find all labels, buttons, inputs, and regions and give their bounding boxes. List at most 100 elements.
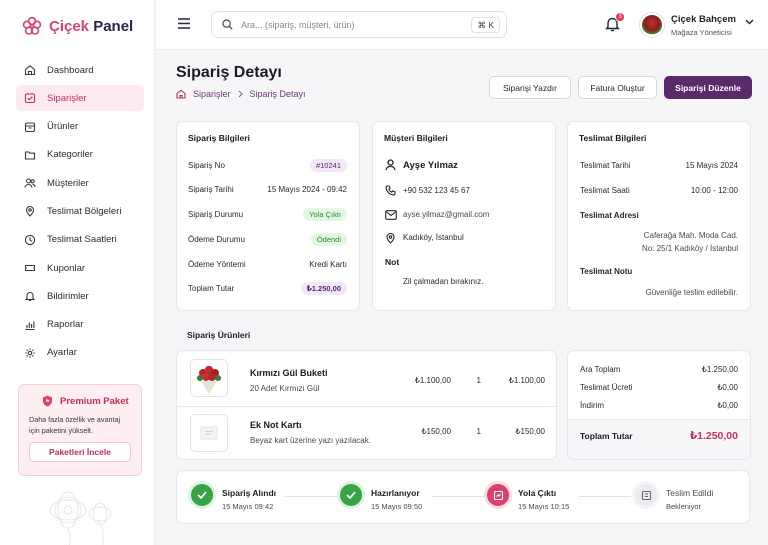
product-image-card bbox=[190, 414, 228, 452]
payment-method-label: Ödeme Yöntemi bbox=[188, 260, 246, 269]
product-quantity: 1 bbox=[476, 376, 481, 385]
user-name[interactable]: Çiçek Bahçem bbox=[671, 14, 736, 25]
payment-status-badge: Ödendi bbox=[310, 233, 347, 246]
sidebar-item-categories[interactable]: Kategoriler bbox=[16, 142, 144, 168]
payment-method-value: Kredi Kartı bbox=[309, 260, 347, 269]
sidebar-item-orders[interactable]: Siparişler bbox=[16, 85, 144, 112]
brand-name-part2: Panel bbox=[89, 17, 134, 35]
delivery-address-line2: No: 25/1 Kadıköy / İstanbul bbox=[641, 244, 738, 253]
search-bar[interactable]: ⌘ K bbox=[211, 11, 507, 38]
timeline-connector bbox=[285, 496, 337, 497]
sidebar-item-label: Kuponlar bbox=[47, 262, 86, 274]
view-packages-button[interactable]: Paketleri İncele bbox=[29, 442, 131, 462]
hamburger-menu-icon[interactable] bbox=[178, 18, 190, 29]
print-order-button[interactable]: Siparişi Yazdır bbox=[489, 76, 571, 99]
home-icon[interactable] bbox=[176, 89, 186, 99]
step-title: Hazırlanıyor bbox=[371, 488, 420, 498]
shipping-fee-label: Teslimat Ücreti bbox=[580, 383, 633, 392]
order-date-value: 15 Mayıs 2024 - 09:42 bbox=[267, 185, 347, 194]
map-pin-icon bbox=[386, 232, 395, 244]
delivery-time-label: Teslimat Saati bbox=[580, 186, 630, 195]
sidebar-item-customers[interactable]: Müşteriler bbox=[16, 170, 144, 196]
sidebar-item-products[interactable]: Ürünler bbox=[16, 114, 144, 140]
product-line-total: ₺150,00 bbox=[515, 427, 545, 436]
order-status-label: Sipariş Durumu bbox=[188, 210, 244, 219]
check-icon bbox=[191, 484, 213, 506]
check-icon bbox=[340, 484, 362, 506]
brand-logo[interactable]: Çiçek Panel bbox=[22, 16, 133, 36]
step-time: 15 Mayıs 09:42 bbox=[222, 502, 274, 511]
edit-order-button[interactable]: Siparişi Düzenle bbox=[664, 76, 752, 99]
step-time: 15 Mayıs 09:50 bbox=[371, 502, 423, 511]
step-title: Teslim Edildi bbox=[666, 488, 714, 498]
sidebar-item-label: Bildirimler bbox=[47, 290, 89, 302]
breadcrumb-link-orders[interactable]: Siparişler bbox=[193, 89, 231, 99]
brand-name: Çiçek Panel bbox=[49, 18, 133, 35]
sidebar-item-label: Dashboard bbox=[47, 64, 94, 76]
map-pin-icon bbox=[25, 206, 35, 218]
sidebar-item-label: Müşteriler bbox=[47, 177, 89, 189]
package-icon bbox=[635, 484, 657, 506]
rose-bouquet-image bbox=[197, 365, 221, 394]
sidebar: Çiçek Panel Dashboard Siparişler Ürünler… bbox=[0, 0, 155, 545]
breadcrumb: Siparişler Sipariş Detayı bbox=[176, 89, 306, 99]
search-input[interactable] bbox=[241, 19, 461, 30]
table-row[interactable]: Ek Not Kartı Beyaz kart üzerine yazı yaz… bbox=[177, 406, 559, 461]
sidebar-item-settings[interactable]: Ayarlar bbox=[16, 340, 144, 366]
delivery-note: Güvenliğe teslim edilebilir. bbox=[645, 288, 739, 297]
page-title: Sipariş Detayı bbox=[176, 64, 282, 81]
sidebar-item-label: Siparişler bbox=[47, 92, 87, 104]
sidebar-item-delivery-hours[interactable]: Teslimat Saatleri bbox=[16, 227, 144, 253]
users-icon bbox=[24, 178, 36, 188]
step-time: 15 Mayıs 10:15 bbox=[518, 502, 570, 511]
search-icon bbox=[222, 19, 233, 30]
shipping-fee-value: ₺0,00 bbox=[717, 383, 738, 392]
sidebar-item-delivery-zones[interactable]: Teslimat Bölgeleri bbox=[16, 198, 144, 224]
row-divider bbox=[177, 406, 558, 407]
customer-email[interactable]: ayse.yilmaz@gmail.com bbox=[403, 210, 490, 219]
sidebar-item-reports[interactable]: Raporlar bbox=[16, 312, 144, 338]
step-title: Sipariş Alındı bbox=[222, 488, 277, 498]
product-line-total: ₺1.100,00 bbox=[508, 376, 545, 385]
customer-name: Ayşe Yılmaz bbox=[403, 160, 458, 171]
flower-logo-icon bbox=[22, 16, 42, 35]
step-title: Yola Çıktı bbox=[518, 488, 557, 498]
sidebar-item-dashboard[interactable]: Dashboard bbox=[16, 57, 144, 83]
orders-icon bbox=[24, 93, 36, 104]
avatar[interactable] bbox=[640, 13, 664, 37]
brand-name-part1: Çiçek bbox=[49, 17, 90, 35]
customer-phone[interactable]: +90 532 123 45 67 bbox=[403, 186, 470, 195]
create-invoice-button[interactable]: Fatura Oluştur bbox=[578, 76, 657, 99]
chart-icon bbox=[25, 321, 35, 330]
total-amount-label: Toplam Tutar bbox=[188, 284, 235, 293]
decorative-flower-illustration bbox=[49, 491, 112, 545]
sidebar-item-notifications[interactable]: Bildirimler bbox=[16, 283, 144, 309]
shield-icon bbox=[43, 395, 52, 407]
bell-icon bbox=[24, 292, 36, 302]
product-name: Ek Not Kartı bbox=[250, 420, 302, 430]
product-unit-price: ₺150,00 bbox=[421, 427, 451, 436]
delivery-date-label: Teslimat Tarihi bbox=[580, 161, 631, 170]
status-badge: Yola Çıktı bbox=[303, 208, 347, 221]
user-role: Mağaza Yöneticisi bbox=[671, 28, 732, 37]
clock-icon bbox=[24, 234, 36, 245]
order-date-label: Sipariş Tarihi bbox=[188, 185, 234, 194]
product-image-roses bbox=[190, 359, 228, 397]
order-products-table: Kırmızı Gül Buketi 20 Adet Kırmızı Gül ₺… bbox=[176, 350, 559, 461]
user-icon bbox=[385, 159, 396, 171]
table-row[interactable]: Kırmızı Gül Buketi 20 Adet Kırmızı Gül ₺… bbox=[177, 351, 559, 406]
notification-bell-icon[interactable] bbox=[605, 16, 620, 32]
subtotal-label: Ara Toplam bbox=[580, 365, 621, 374]
sidebar-item-coupons[interactable]: Kuponlar bbox=[16, 255, 144, 281]
order-summary-card: Ara Toplam ₺1.250,00 Teslimat Ücreti ₺0,… bbox=[567, 350, 751, 460]
card-title: Müşteri Bilgileri bbox=[384, 133, 448, 143]
chevron-down-icon[interactable] bbox=[745, 19, 754, 25]
home-icon bbox=[24, 65, 36, 76]
ticket-icon bbox=[24, 265, 36, 272]
customer-note-label: Not bbox=[385, 257, 400, 267]
phone-icon bbox=[385, 185, 396, 196]
grand-total-value: ₺1.250,00 bbox=[689, 430, 738, 442]
notification-count-badge: 3 bbox=[615, 12, 625, 22]
summary-total-row: Toplam Tutar ₺1.250,00 bbox=[568, 419, 750, 459]
chevron-right-icon bbox=[238, 90, 243, 98]
